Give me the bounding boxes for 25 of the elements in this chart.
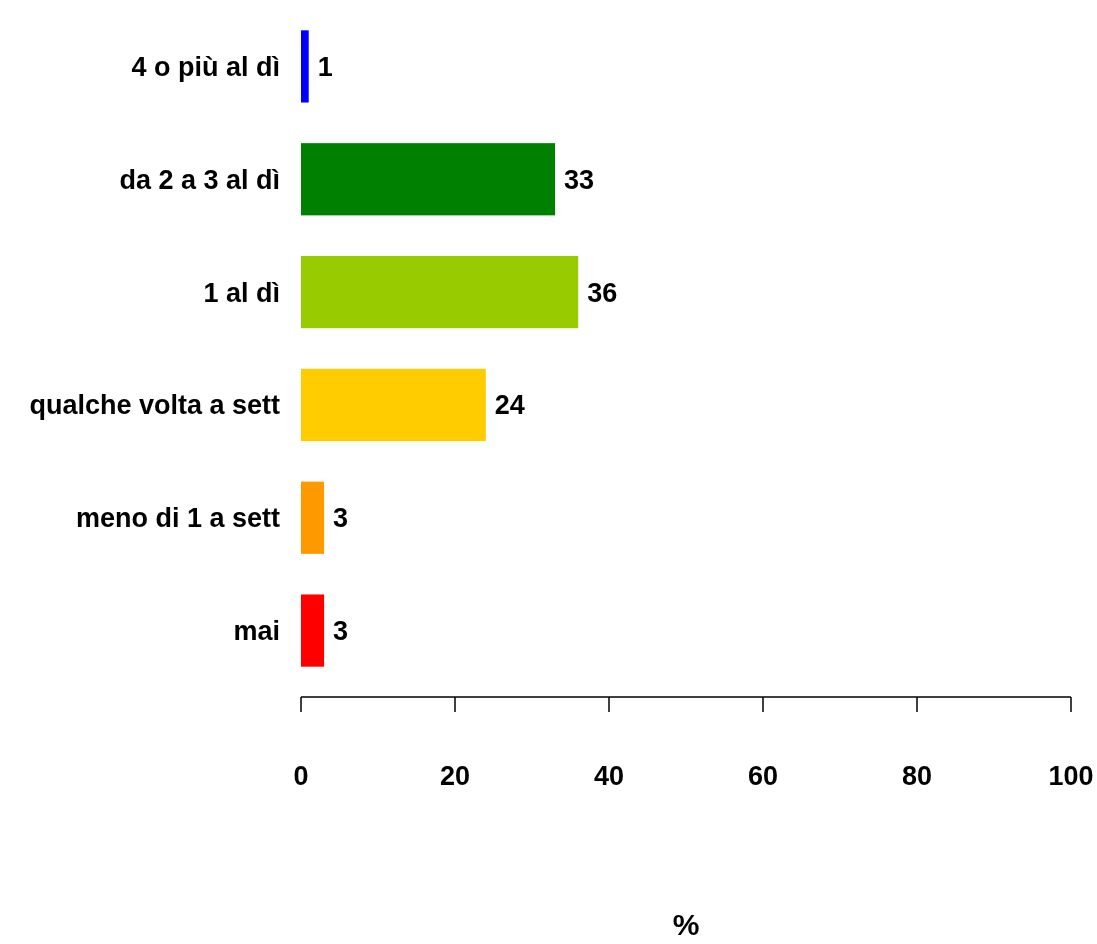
bar bbox=[301, 481, 325, 554]
bar bbox=[301, 30, 309, 103]
x-tick-label: 20 bbox=[439, 761, 471, 791]
data-label: 24 bbox=[494, 390, 525, 421]
data-label: 3 bbox=[333, 503, 349, 534]
data-label: 33 bbox=[564, 164, 595, 195]
x-tick-label: 100 bbox=[1048, 761, 1094, 791]
bar bbox=[301, 143, 556, 216]
x-tick-label: 40 bbox=[593, 761, 625, 791]
data-label: 36 bbox=[587, 277, 618, 308]
bar bbox=[301, 594, 325, 667]
y-tick-label: 1 al dì bbox=[203, 277, 280, 308]
y-tick-label: mai bbox=[233, 616, 280, 647]
y-tick-label: qualche volta a sett bbox=[29, 390, 280, 421]
bar bbox=[301, 255, 579, 329]
x-axis-title: % bbox=[672, 908, 700, 941]
y-tick-label: 4 o più al dì bbox=[131, 51, 280, 82]
data-label: 3 bbox=[333, 616, 349, 647]
y-tick-label: da 2 a 3 al dì bbox=[119, 164, 280, 195]
x-tick-label: 0 bbox=[293, 761, 309, 791]
y-tick-label: meno di 1 a sett bbox=[75, 503, 280, 534]
x-tick-label: 80 bbox=[901, 761, 933, 791]
bar bbox=[301, 368, 486, 442]
data-label: 1 bbox=[317, 51, 333, 82]
x-tick-label: 60 bbox=[747, 761, 779, 791]
